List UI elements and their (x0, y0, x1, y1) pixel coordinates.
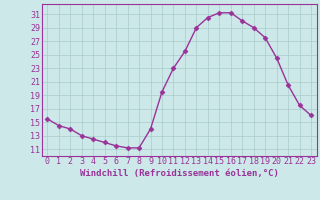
X-axis label: Windchill (Refroidissement éolien,°C): Windchill (Refroidissement éolien,°C) (80, 169, 279, 178)
